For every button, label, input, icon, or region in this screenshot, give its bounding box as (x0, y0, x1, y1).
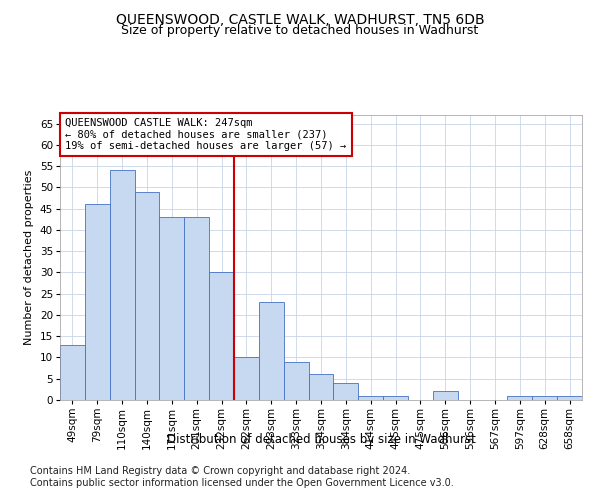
Bar (184, 217, 209, 400)
Text: QUEENSWOOD CASTLE WALK: 247sqm
← 80% of detached houses are smaller (237)
19% of: QUEENSWOOD CASTLE WALK: 247sqm ← 80% of … (65, 118, 346, 151)
Bar (334, 383, 358, 400)
Y-axis label: Number of detached properties: Number of detached properties (24, 170, 34, 345)
Bar (259, 302, 284, 400)
Text: Size of property relative to detached houses in Wadhurst: Size of property relative to detached ho… (121, 24, 479, 37)
Bar (383, 396, 408, 400)
Bar (532, 396, 557, 400)
Bar (358, 396, 383, 400)
Bar (308, 374, 334, 400)
Bar (234, 358, 259, 400)
Text: Distribution of detached houses by size in Wadhurst: Distribution of detached houses by size … (167, 432, 475, 446)
Bar (160, 217, 184, 400)
Bar (433, 392, 458, 400)
Bar (209, 272, 234, 400)
Text: Contains HM Land Registry data © Crown copyright and database right 2024.: Contains HM Land Registry data © Crown c… (30, 466, 410, 476)
Bar (134, 192, 160, 400)
Bar (508, 396, 532, 400)
Bar (85, 204, 110, 400)
Text: QUEENSWOOD, CASTLE WALK, WADHURST, TN5 6DB: QUEENSWOOD, CASTLE WALK, WADHURST, TN5 6… (116, 12, 484, 26)
Bar (284, 362, 308, 400)
Bar (110, 170, 134, 400)
Bar (557, 396, 582, 400)
Text: Contains public sector information licensed under the Open Government Licence v3: Contains public sector information licen… (30, 478, 454, 488)
Bar (60, 344, 85, 400)
